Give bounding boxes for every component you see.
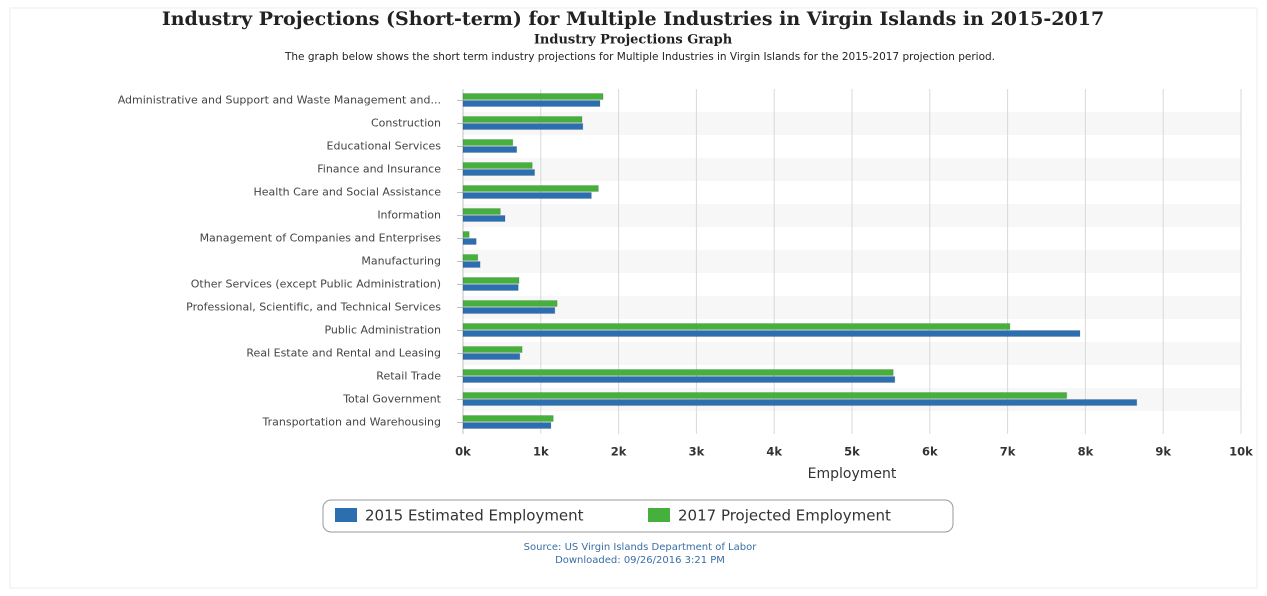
bar (462, 284, 519, 291)
chart-description: The graph below shows the short term ind… (284, 51, 995, 63)
downloaded: Downloaded: 09/26/2016 3:21 PM (555, 555, 725, 566)
bar (462, 323, 1011, 330)
bar (462, 300, 558, 307)
legend-swatch (648, 508, 670, 522)
y-tick-label: Real Estate and Rental and Leasing (246, 347, 441, 360)
bar (462, 231, 470, 238)
legend-label: 2017 Projected Employment (678, 507, 891, 525)
chart-subtitle: Industry Projections Graph (534, 33, 733, 48)
x-tick-label: 10k (1229, 445, 1253, 459)
bar (462, 185, 599, 192)
bar (462, 277, 520, 284)
x-tick-label: 7k (1000, 445, 1016, 459)
bar (462, 392, 1068, 399)
y-tick-label: Retail Trade (376, 370, 441, 383)
x-tick-label: 2k (611, 445, 627, 459)
bar (462, 353, 521, 360)
y-tick-label: Transportation and Warehousing (262, 416, 442, 429)
bar (462, 123, 584, 130)
bar (462, 346, 523, 353)
legend-label: 2015 Estimated Employment (365, 507, 584, 525)
bar (462, 208, 501, 215)
bar (462, 192, 592, 199)
y-tick-label: Management of Companies and Enterprises (200, 232, 442, 245)
y-tick-label: Finance and Insurance (317, 163, 441, 176)
bar (462, 93, 604, 100)
x-tick-label: 3k (689, 445, 705, 459)
y-tick-label: Other Services (except Public Administra… (191, 278, 441, 291)
bar (462, 169, 536, 176)
y-tick-label: Information (377, 209, 441, 222)
y-tick-label: Health Care and Social Assistance (254, 186, 442, 199)
bar (462, 139, 514, 146)
bar (462, 254, 479, 261)
y-tick-label: Educational Services (327, 140, 442, 153)
bar (462, 422, 552, 429)
chart-title: Industry Projections (Short-term) for Mu… (162, 8, 1104, 30)
bar (462, 100, 601, 107)
bar (462, 215, 506, 222)
x-axis-label: Employment (808, 466, 897, 482)
bar (462, 415, 554, 422)
x-tick-label: 1k (533, 445, 549, 459)
bar (462, 238, 477, 245)
x-tick-label: 0k (455, 445, 471, 459)
y-tick-label: Manufacturing (361, 255, 441, 268)
x-tick-label: 5k (844, 445, 860, 459)
legend-swatch (335, 508, 357, 522)
x-tick-label: 4k (766, 445, 782, 459)
x-tick-label: 9k (1155, 445, 1171, 459)
x-tick-label: 6k (922, 445, 938, 459)
bar (462, 369, 894, 376)
legend-box (322, 499, 954, 533)
bar (462, 330, 1081, 337)
x-tick-label: 8k (1078, 445, 1094, 459)
bar (462, 261, 481, 268)
bar (462, 162, 533, 169)
y-tick-label: Construction (371, 117, 441, 130)
source: Source: US Virgin Islands Department of … (524, 542, 758, 553)
bar (462, 399, 1138, 406)
bar (462, 116, 583, 123)
bar (462, 376, 896, 383)
y-tick-label: Professional, Scientific, and Technical … (186, 301, 441, 314)
bar (462, 307, 556, 314)
y-tick-label: Administrative and Support and Waste Man… (118, 94, 441, 107)
y-tick-label: Public Administration (324, 324, 441, 337)
y-tick-label: Total Government (342, 393, 441, 406)
bar (462, 146, 518, 153)
